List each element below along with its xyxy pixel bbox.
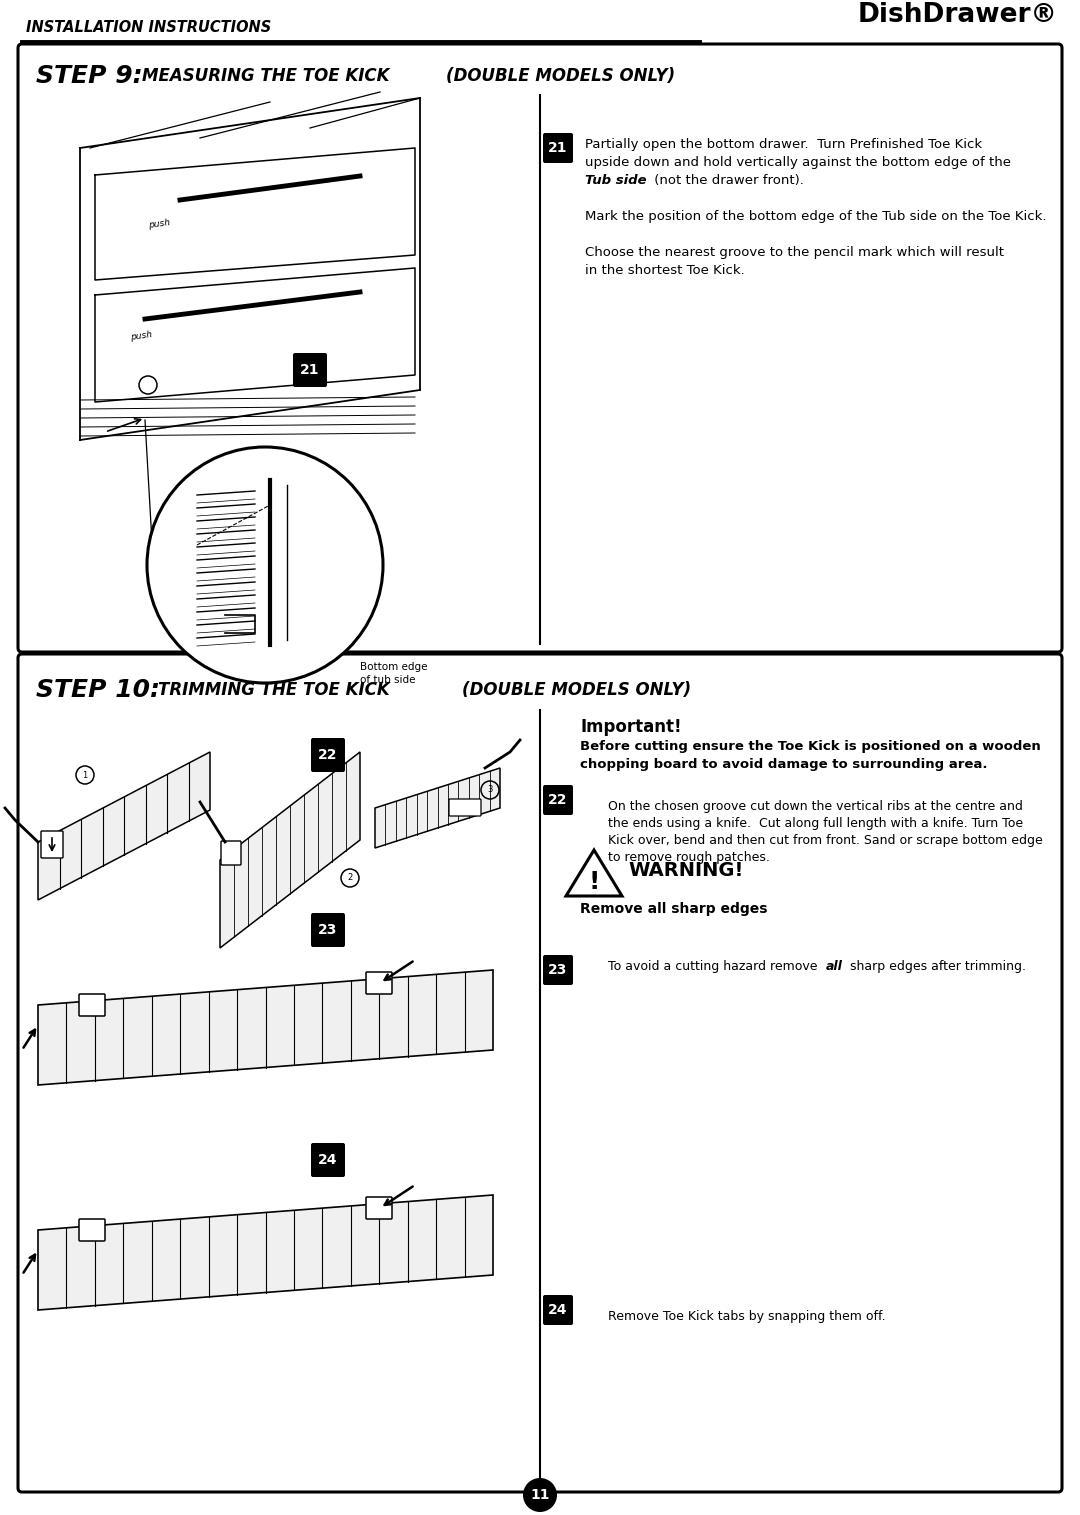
Polygon shape bbox=[38, 970, 492, 1085]
Text: !: ! bbox=[589, 870, 599, 894]
FancyBboxPatch shape bbox=[18, 654, 1062, 1492]
Text: (not the drawer front).: (not the drawer front). bbox=[650, 174, 804, 186]
Polygon shape bbox=[38, 751, 210, 900]
Text: upside down and hold vertically against the bottom edge of the: upside down and hold vertically against … bbox=[585, 156, 1011, 170]
FancyBboxPatch shape bbox=[543, 954, 573, 985]
Text: Remove Toe Kick tabs by snapping them off.: Remove Toe Kick tabs by snapping them of… bbox=[608, 1310, 886, 1323]
Text: STEP 9:: STEP 9: bbox=[36, 64, 143, 88]
Text: 3: 3 bbox=[487, 785, 492, 794]
Text: Kick over, bend and then cut from front. Sand or scrape bottom edge: Kick over, bend and then cut from front.… bbox=[608, 833, 1043, 847]
Text: push: push bbox=[130, 330, 153, 342]
Text: 1: 1 bbox=[82, 771, 87, 780]
Text: Important!: Important! bbox=[580, 718, 681, 736]
FancyBboxPatch shape bbox=[366, 1197, 392, 1220]
FancyBboxPatch shape bbox=[543, 785, 573, 815]
Text: Partially open the bottom drawer.  Turn Prefinished Toe Kick: Partially open the bottom drawer. Turn P… bbox=[585, 138, 982, 152]
Text: (DOUBLE MODELS ONLY): (DOUBLE MODELS ONLY) bbox=[462, 682, 691, 698]
Text: 23: 23 bbox=[549, 964, 568, 977]
FancyBboxPatch shape bbox=[41, 832, 63, 857]
Text: STEP 10:: STEP 10: bbox=[36, 679, 160, 701]
Text: 11: 11 bbox=[530, 1488, 550, 1501]
Text: 22: 22 bbox=[549, 792, 568, 807]
Text: Tub side: Tub side bbox=[585, 174, 647, 186]
Circle shape bbox=[523, 1479, 557, 1512]
Text: in the shortest Toe Kick.: in the shortest Toe Kick. bbox=[585, 264, 745, 277]
Text: 23: 23 bbox=[319, 923, 338, 936]
FancyBboxPatch shape bbox=[543, 133, 573, 164]
Text: 24: 24 bbox=[549, 1303, 568, 1317]
Text: Mark the position of the bottom edge of the Tub side on the Toe Kick.: Mark the position of the bottom edge of … bbox=[585, 211, 1047, 223]
FancyBboxPatch shape bbox=[293, 353, 327, 386]
Circle shape bbox=[147, 447, 383, 683]
Text: (DOUBLE MODELS ONLY): (DOUBLE MODELS ONLY) bbox=[446, 67, 675, 85]
Text: 24: 24 bbox=[319, 1153, 338, 1167]
Text: all: all bbox=[826, 961, 842, 973]
Text: To avoid a cutting hazard remove: To avoid a cutting hazard remove bbox=[608, 961, 822, 973]
FancyBboxPatch shape bbox=[543, 1295, 573, 1326]
Text: Bottom edge: Bottom edge bbox=[360, 662, 428, 673]
FancyBboxPatch shape bbox=[311, 914, 345, 947]
Polygon shape bbox=[220, 751, 360, 948]
FancyBboxPatch shape bbox=[221, 841, 241, 865]
Text: On the chosen groove cut down the vertical ribs at the centre and: On the chosen groove cut down the vertic… bbox=[608, 800, 1023, 814]
Text: of tub side: of tub side bbox=[360, 676, 416, 685]
Text: the ends using a knife.  Cut along full length with a knife. Turn Toe: the ends using a knife. Cut along full l… bbox=[608, 817, 1023, 830]
FancyBboxPatch shape bbox=[449, 798, 481, 817]
Text: 21: 21 bbox=[549, 141, 568, 155]
Text: TRIMMING THE TOE KICK: TRIMMING THE TOE KICK bbox=[158, 682, 395, 698]
FancyBboxPatch shape bbox=[79, 994, 105, 1017]
Text: 21: 21 bbox=[300, 364, 320, 377]
Text: sharp edges after trimming.: sharp edges after trimming. bbox=[846, 961, 1026, 973]
FancyBboxPatch shape bbox=[311, 1142, 345, 1177]
Text: Choose the nearest groove to the pencil mark which will result: Choose the nearest groove to the pencil … bbox=[585, 245, 1004, 259]
Polygon shape bbox=[375, 768, 500, 848]
FancyBboxPatch shape bbox=[18, 44, 1062, 651]
Polygon shape bbox=[38, 1195, 492, 1310]
FancyBboxPatch shape bbox=[79, 1220, 105, 1241]
Text: to remove rough patches.: to remove rough patches. bbox=[608, 851, 770, 864]
Text: INSTALLATION INSTRUCTIONS: INSTALLATION INSTRUCTIONS bbox=[26, 20, 271, 35]
Text: Remove all sharp edges: Remove all sharp edges bbox=[580, 901, 768, 917]
Text: 22: 22 bbox=[319, 748, 338, 762]
FancyBboxPatch shape bbox=[311, 738, 345, 773]
Text: chopping board to avoid damage to surrounding area.: chopping board to avoid damage to surrou… bbox=[580, 758, 987, 771]
Text: Before cutting ensure the Toe Kick is positioned on a wooden: Before cutting ensure the Toe Kick is po… bbox=[580, 739, 1041, 753]
Text: 2: 2 bbox=[348, 874, 353, 883]
Text: push: push bbox=[148, 218, 171, 230]
Text: WARNING!: WARNING! bbox=[627, 861, 743, 880]
Text: MEASURING THE TOE KICK: MEASURING THE TOE KICK bbox=[141, 67, 395, 85]
FancyBboxPatch shape bbox=[366, 973, 392, 994]
Text: DishDrawer®: DishDrawer® bbox=[859, 2, 1058, 27]
